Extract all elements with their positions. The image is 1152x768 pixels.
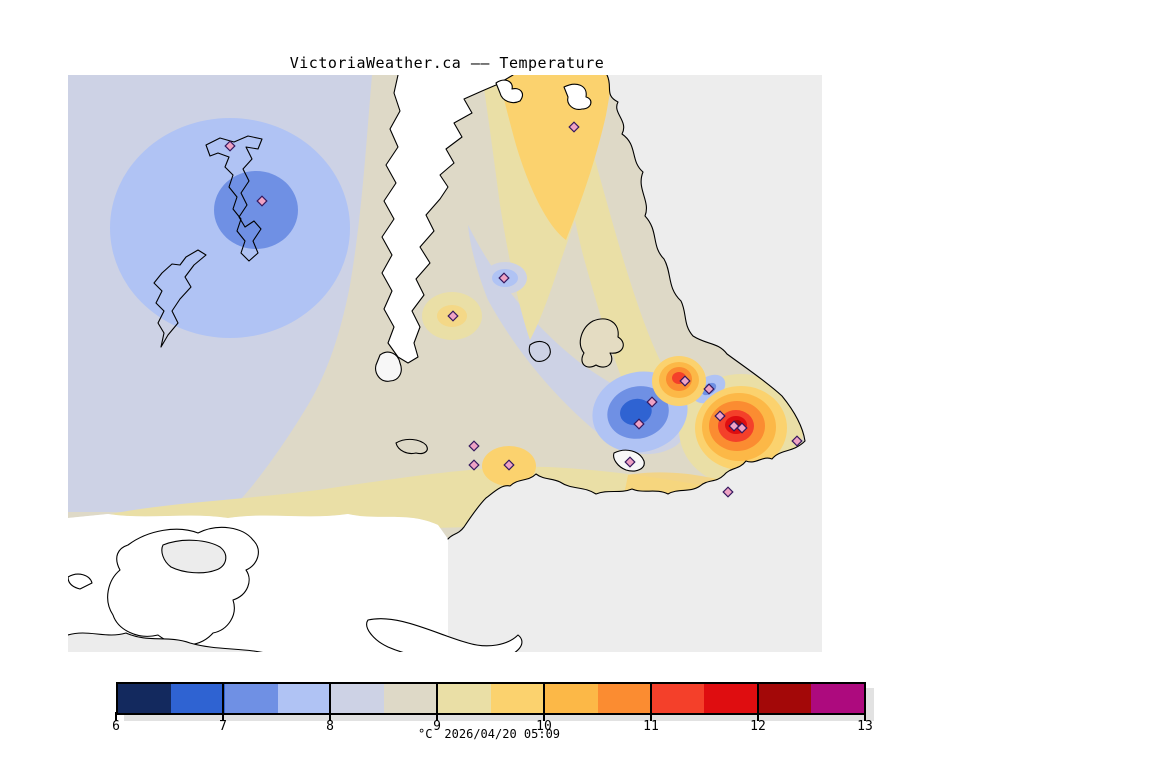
station-marker[interactable] xyxy=(728,420,740,432)
station-marker[interactable] xyxy=(791,435,803,447)
station-marker[interactable] xyxy=(256,195,268,207)
colorbar-segment xyxy=(704,684,758,713)
station-marker[interactable] xyxy=(646,396,658,408)
colorbar-segment xyxy=(331,684,385,713)
colorbar-segment xyxy=(810,684,864,713)
temperature-colorbar xyxy=(116,682,866,715)
colorbar-tick-label: 11 xyxy=(643,719,659,734)
colorbar-segment xyxy=(171,684,225,713)
colorbar-tick xyxy=(436,682,438,721)
colorbar-segment xyxy=(490,684,545,713)
station-marker[interactable] xyxy=(722,486,734,498)
inlet-coastline xyxy=(153,249,207,348)
colorbar-tick-label: 13 xyxy=(857,719,873,734)
colorbar-tick-label: 7 xyxy=(219,719,227,734)
station-marker[interactable] xyxy=(679,375,691,387)
colorbar-tick xyxy=(329,682,331,721)
station-marker[interactable] xyxy=(736,422,748,434)
colorbar-tick xyxy=(115,712,117,721)
station-marker[interactable] xyxy=(447,310,459,322)
islet-coastline xyxy=(495,79,523,104)
station-marker[interactable] xyxy=(224,140,236,152)
page-title: VictoriaWeather.ca –– Temperature xyxy=(289,54,605,72)
colorbar-segment xyxy=(597,684,651,713)
colorbar-segment xyxy=(544,684,598,713)
colorbar-segment xyxy=(118,684,172,713)
colorbar-segment xyxy=(224,684,278,713)
temperature-map xyxy=(68,75,822,652)
colorbar-tick-label: 6 xyxy=(112,719,120,734)
bay-coastline xyxy=(366,618,523,652)
station-marker[interactable] xyxy=(568,121,580,133)
station-marker[interactable] xyxy=(503,459,515,471)
saanich-inlet-water xyxy=(382,75,513,363)
colorbar-tick-label: 8 xyxy=(326,719,334,734)
station-marker[interactable] xyxy=(498,272,510,284)
station-marker[interactable] xyxy=(714,410,726,422)
cove-coastline xyxy=(563,83,592,110)
island-outline xyxy=(579,318,624,368)
colorbar-tick-label: 9 xyxy=(433,719,441,734)
lagoon-coastline xyxy=(161,539,227,574)
lake-coastline xyxy=(205,135,263,262)
colorbar-tick-label: 12 xyxy=(750,719,766,734)
island-outline xyxy=(375,351,402,382)
island-outline xyxy=(395,438,428,455)
station-marker[interactable] xyxy=(468,459,480,471)
colorbar-tick xyxy=(543,682,545,721)
colorbar-segment xyxy=(277,684,332,713)
station-marker[interactable] xyxy=(468,440,480,452)
colorbar-tick xyxy=(650,682,652,721)
colorbar-tick xyxy=(222,682,224,721)
colorbar-tick-label: 10 xyxy=(536,719,552,734)
colorbar-tick xyxy=(757,682,759,721)
saanich-inlet-coastline xyxy=(381,75,514,364)
island-coastline xyxy=(447,75,806,540)
legend-caption: °C 2026/04/20 05:09 xyxy=(418,727,560,741)
map-canvas xyxy=(68,75,822,652)
station-marker[interactable] xyxy=(633,418,645,430)
colorbar-tick xyxy=(864,712,866,721)
timestamp: 2026/04/20 05:09 xyxy=(444,727,561,741)
coastline-fragment xyxy=(68,573,93,590)
station-marker[interactable] xyxy=(703,383,715,395)
colorbar-segment xyxy=(384,684,438,713)
colorbar-segment xyxy=(437,684,491,713)
station-marker[interactable] xyxy=(624,456,636,468)
unit-label: °C xyxy=(417,727,433,741)
station-markers xyxy=(224,121,803,498)
peninsula-coastline xyxy=(68,632,263,652)
colorbar-segment xyxy=(650,684,705,713)
strait-nodata-east xyxy=(607,75,822,441)
colorbar-segment xyxy=(757,684,811,713)
island-outline xyxy=(528,340,551,362)
